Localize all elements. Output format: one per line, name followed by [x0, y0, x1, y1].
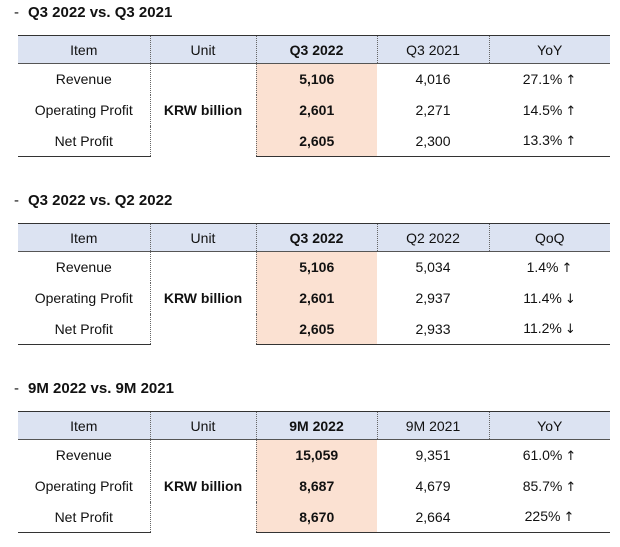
trend-arrow-icon: ↑ — [561, 260, 573, 276]
previous-value: 4,679 — [415, 478, 451, 494]
header-previous-period: 9M 2021 — [376, 411, 489, 440]
current-value: 5,106 — [256, 63, 377, 95]
row-item: Revenue — [55, 447, 112, 464]
section-title-text: Q3 2022 vs. Q2 2022 — [28, 192, 173, 209]
header-current-period: 9M 2022 — [255, 411, 377, 440]
table-row: Revenue KRW billion 5,106 5,034 1.4% ↑ — [18, 251, 610, 345]
results-table: Item Unit Q3 2022 Q3 2021 YoY Revenue KR… — [18, 35, 610, 157]
row-item: Net Profit — [18, 313, 150, 345]
current-value: 2,605 — [256, 125, 377, 157]
header-previous-period: Q3 2021 — [376, 35, 489, 64]
table-row: Operating Profit 2,601 2,271 14.5% ↑ — [18, 94, 610, 126]
header-change: QoQ — [488, 223, 610, 252]
table-row: Net Profit 2,605 2,300 13.3% ↑ — [18, 125, 610, 157]
previous-value: 5,034 — [415, 259, 451, 276]
change-value: 27.1% — [522, 70, 563, 87]
change-value: 13.3% — [522, 132, 563, 149]
results-table: Item Unit Q3 2022 Q2 2022 QoQ Revenue KR… — [18, 223, 610, 345]
trend-arrow-icon: ↑ — [565, 103, 577, 119]
change-cell: 225% ↑ — [489, 501, 610, 533]
header-item: Item — [18, 223, 150, 252]
section-title-text: 9M 2022 vs. 9M 2021 — [28, 380, 174, 397]
table-header-row: Item Unit Q3 2022 Q2 2022 QoQ — [18, 223, 610, 252]
table-row: Net Profit 2,605 2,933 11.2% ↓ — [18, 313, 610, 345]
row-item: Operating Profit — [34, 102, 133, 118]
unit-cell: KRW billion — [149, 439, 257, 533]
trend-arrow-icon: ↑ — [565, 72, 577, 88]
change-cell: 11.4% ↓ — [489, 283, 610, 314]
change-cell: 61.0% ↑ — [489, 440, 610, 471]
change-value: 225% — [524, 508, 561, 525]
table-header-row: Item Unit Q3 2022 Q3 2021 YoY — [18, 35, 610, 64]
change-cell: 85.7% ↑ — [489, 471, 610, 502]
table-row: Operating Profit 8,687 4,679 85.7% ↑ — [18, 470, 610, 502]
header-current-period: Q3 2022 — [255, 35, 377, 64]
section-title: -9M 2022 vs. 9M 2021 — [0, 378, 174, 400]
trend-arrow-icon: ↑ — [563, 510, 575, 526]
table-row: Net Profit 8,670 2,664 225% ↑ — [18, 501, 610, 533]
header-item: Item — [18, 411, 150, 440]
change-value: 61.0% — [522, 446, 563, 463]
current-value: 15,059 — [256, 439, 377, 471]
trend-arrow-icon: ↓ — [564, 291, 576, 307]
current-value: 2,605 — [256, 313, 377, 345]
change-value: 14.5% — [522, 101, 563, 118]
current-value: 2,601 — [256, 282, 377, 314]
table-row: Revenue KRW billion 5,106 4,016 27.1% ↑ — [18, 63, 610, 157]
current-value: 8,687 — [256, 470, 377, 502]
trend-arrow-icon: ↑ — [565, 448, 577, 464]
previous-value: 2,271 — [415, 102, 451, 118]
trend-arrow-icon: ↓ — [564, 322, 576, 338]
previous-value: 9,351 — [415, 447, 451, 464]
row-item: Revenue — [55, 71, 112, 88]
previous-value: 2,933 — [377, 313, 489, 345]
row-item: Operating Profit — [34, 478, 133, 494]
previous-value: 2,937 — [415, 290, 451, 306]
change-value: 11.2% — [523, 320, 562, 337]
row-item: Revenue — [55, 259, 112, 276]
current-value: 5,106 — [256, 251, 377, 283]
section-title: - Q3 2022 vs. Q2 2022 — [0, 190, 172, 212]
table-header-row: Item Unit 9M 2022 9M 2021 YoY — [18, 411, 610, 440]
bullet-dash: - — [14, 380, 19, 397]
header-change: YoY — [488, 35, 610, 64]
previous-value: 4,016 — [415, 71, 451, 88]
unit-cell: KRW billion — [149, 251, 257, 345]
change-value: 1.4% — [526, 258, 559, 275]
change-value: 11.4% — [523, 289, 562, 306]
section-title: - Q3 2022 vs. Q3 2021 — [0, 2, 172, 24]
unit-cell: KRW billion — [149, 63, 257, 157]
previous-value: 2,664 — [377, 501, 489, 533]
current-value: 2,601 — [256, 94, 377, 126]
change-cell: 1.4% ↑ — [489, 252, 610, 283]
change-cell: 13.3% ↑ — [489, 125, 610, 157]
trend-arrow-icon: ↑ — [565, 479, 577, 495]
header-unit: Unit — [149, 411, 256, 440]
results-table: Item Unit 9M 2022 9M 2021 YoY Revenue KR… — [18, 411, 610, 533]
header-unit: Unit — [149, 35, 256, 64]
trend-arrow-icon: ↑ — [565, 134, 577, 150]
row-item: Net Profit — [18, 501, 150, 533]
header-unit: Unit — [149, 223, 256, 252]
current-value: 8,670 — [256, 501, 377, 533]
change-cell: 11.2% ↓ — [489, 313, 610, 345]
table-row: Operating Profit 2,601 2,937 11.4% ↓ — [18, 282, 610, 314]
row-item: Net Profit — [18, 125, 150, 157]
change-value: 85.7% — [522, 477, 563, 494]
table-row: Revenue KRW billion 15,059 9,351 61.0% ↑ — [18, 439, 610, 533]
change-cell: 27.1% ↑ — [489, 64, 610, 95]
header-change: YoY — [488, 411, 610, 440]
bullet-dash: - — [14, 4, 19, 21]
header-current-period: Q3 2022 — [255, 223, 377, 252]
section-title-text: Q3 2022 vs. Q3 2021 — [28, 4, 173, 21]
bullet-dash: - — [14, 192, 19, 209]
previous-value: 2,300 — [377, 125, 489, 157]
row-item: Operating Profit — [34, 290, 133, 306]
change-cell: 14.5% ↑ — [489, 95, 610, 126]
header-item: Item — [18, 35, 150, 64]
header-previous-period: Q2 2022 — [376, 223, 489, 252]
